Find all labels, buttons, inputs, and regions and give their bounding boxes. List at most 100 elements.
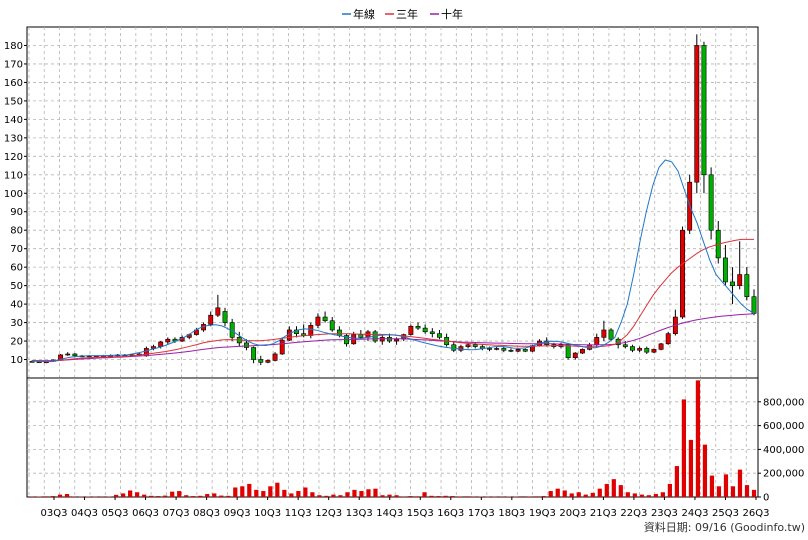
x-tick-label: 25Q3: [712, 508, 739, 519]
candle-body: [358, 334, 364, 338]
price-tick-label: 110: [4, 170, 23, 181]
volume-bar: [436, 496, 441, 497]
candle-body: [429, 331, 435, 334]
candle-body: [415, 325, 421, 329]
volume-bar: [64, 494, 70, 497]
volume-bar: [303, 487, 308, 497]
candle: [265, 359, 271, 364]
candle: [315, 313, 321, 329]
volume-bar: [36, 496, 42, 498]
price-tick-label: 120: [4, 152, 23, 163]
candle-body: [65, 353, 71, 356]
x-tick-label: 03Q3: [41, 508, 68, 519]
candle-body: [494, 348, 500, 350]
candle-body: [336, 329, 342, 336]
volume-bar: [247, 483, 252, 497]
volume-bar: [366, 489, 371, 497]
candle: [522, 348, 528, 353]
legend-label-3year: 三年: [396, 7, 418, 21]
volume-bar: [317, 495, 322, 497]
volume-bar: [170, 491, 175, 497]
volume-bar: [548, 491, 553, 497]
volume-bar: [275, 482, 280, 497]
candle: [415, 322, 421, 330]
volume-tick-label: 200,000: [763, 469, 804, 480]
volume-bar: [457, 496, 462, 497]
volume-bar: [394, 495, 399, 497]
candle: [680, 226, 685, 319]
volume-bar: [240, 486, 245, 497]
volume-bar: [499, 496, 504, 497]
candle-body: [329, 320, 335, 331]
volume-bar: [576, 492, 581, 497]
volume-bar: [205, 494, 210, 497]
volume-bar: [184, 495, 189, 497]
volume-bar: [373, 488, 378, 497]
candle: [744, 267, 750, 301]
candle: [515, 348, 521, 353]
candle-body: [315, 316, 321, 326]
candle-body: [437, 333, 442, 338]
candle-body: [601, 329, 607, 338]
candle-body: [737, 274, 743, 286]
price-tick-label: 50: [10, 281, 23, 292]
price-tick-label: 30: [10, 318, 23, 329]
candle-body: [472, 344, 478, 347]
candle: [429, 328, 435, 338]
price-tick-label: 60: [10, 263, 23, 274]
volume-bar: [191, 496, 196, 497]
candle: [208, 311, 214, 327]
candle-body: [744, 274, 750, 298]
candle-body: [515, 349, 521, 352]
volume-bar: [156, 496, 161, 497]
volume-bar: [604, 483, 609, 497]
volume-bar: [464, 496, 469, 497]
volume-bar: [107, 496, 112, 498]
x-tick-label: 13Q3: [346, 508, 373, 519]
candle: [737, 241, 743, 290]
volume-panel: 0 200,000 400,000 600,000 800,000: [26, 377, 804, 504]
x-tick-label: 19Q3: [529, 508, 556, 519]
candle-body: [501, 348, 507, 351]
volume-bar: [345, 492, 350, 497]
volume-bar: [331, 494, 336, 497]
candle: [251, 346, 257, 364]
volume-bar: [513, 496, 518, 498]
volume-bar: [534, 496, 539, 497]
x-tick-label: 08Q3: [193, 508, 220, 519]
volume-bar: [282, 489, 287, 497]
x-tick-label: 21Q3: [590, 508, 617, 519]
candle: [508, 348, 514, 353]
price-tick-label: 80: [10, 226, 23, 237]
candle-body: [594, 337, 600, 346]
volume-bar: [212, 493, 217, 497]
volume-bar: [520, 496, 525, 497]
volume-bar: [681, 399, 687, 497]
price-tick-label: 10: [10, 355, 23, 366]
volume-bar: [149, 495, 154, 497]
volume-bar: [261, 491, 266, 497]
candle: [730, 267, 735, 305]
volume-bar: [653, 494, 658, 497]
price-tick-label: 180: [4, 41, 23, 52]
volume-bar: [289, 493, 294, 497]
candle-body: [658, 343, 664, 350]
price-tick-label: 70: [10, 244, 23, 255]
volume-bar: [324, 495, 329, 497]
candle: [665, 331, 671, 345]
x-tick-label: 07Q3: [163, 508, 190, 519]
volume-bar: [709, 475, 715, 497]
candle: [65, 352, 71, 356]
candle-body: [244, 342, 249, 348]
price-tick-label: 20: [10, 337, 23, 348]
candle-body: [565, 344, 571, 358]
volume-bar: [352, 489, 357, 497]
candle: [708, 167, 714, 240]
x-axis: 03Q3 04Q3 05Q3 06Q3 07Q3 08Q3 09Q3 10Q3 11Q3 12Q3…: [41, 497, 769, 519]
candle: [494, 346, 500, 351]
candle-body: [608, 329, 614, 340]
candle: [329, 317, 335, 332]
candle-body: [451, 344, 457, 351]
x-tick-label: 17Q3: [468, 508, 495, 519]
